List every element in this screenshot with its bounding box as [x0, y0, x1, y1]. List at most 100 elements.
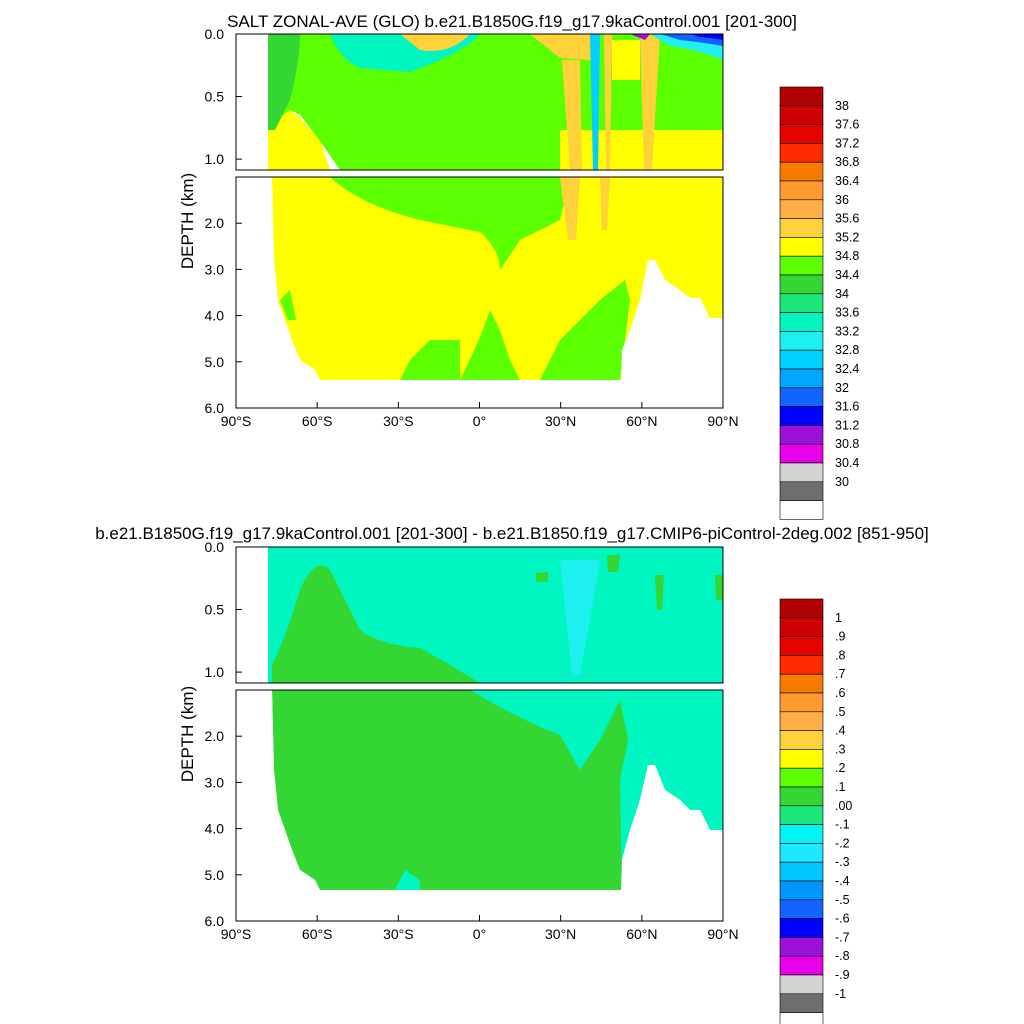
- colorbar-label: 32.8: [835, 343, 859, 357]
- colorbar-swatch: [779, 918, 824, 938]
- colorbar-swatch: [779, 331, 824, 351]
- colorbar-label: 33.2: [835, 324, 859, 338]
- y-tick-label: 1.0: [205, 664, 225, 680]
- colorbar-label: 31.6: [835, 400, 859, 414]
- colorbar-label: 32: [835, 381, 849, 395]
- x-tick-label: 60°N: [626, 926, 657, 942]
- y-tick-label: 2.0: [205, 215, 225, 231]
- colorbar-swatch: [779, 143, 824, 163]
- y-tick-label: 6.0: [205, 400, 225, 416]
- colorbar-swatch: [779, 636, 824, 656]
- colorbar-swatch: [779, 349, 824, 370]
- colorbar-label: 30.4: [835, 456, 859, 470]
- y-tick-label: 0.0: [205, 26, 225, 42]
- colorbar-label: .00: [835, 799, 852, 813]
- colorbar-label: -.3: [835, 855, 850, 869]
- colorbar-swatch: [779, 786, 824, 807]
- y-tick-label: 6.0: [205, 913, 225, 929]
- colorbar-swatch: [779, 387, 824, 407]
- colorbar-label: -.2: [835, 836, 850, 850]
- colorbar-swatch: [779, 937, 824, 957]
- colorbar-label: 36.8: [835, 155, 859, 169]
- colorbar-swatch: [779, 425, 824, 445]
- colorbar-swatch: [779, 673, 824, 694]
- colorbar-swatch: [779, 218, 824, 238]
- x-tick-label: 60°S: [302, 413, 333, 429]
- colorbar-label: 34.4: [835, 268, 859, 282]
- colorbar-swatch: [779, 617, 824, 637]
- colorbar-label: -1: [835, 987, 846, 1001]
- colorbar-label: -.9: [835, 968, 850, 982]
- colorbar-label: -.6: [835, 912, 850, 926]
- colorbar-label: 38: [835, 99, 849, 113]
- y-tick-label: 0.5: [205, 89, 225, 105]
- colorbar-label: 37.6: [835, 118, 859, 132]
- colorbar-label: 33.6: [835, 306, 859, 320]
- colorbar-swatch: [779, 255, 824, 276]
- x-tick-label: 60°S: [302, 926, 333, 942]
- colorbar-swatch: [779, 274, 824, 295]
- x-tick-label: 90°S: [221, 413, 252, 429]
- y-tick-label: 5.0: [205, 867, 225, 883]
- colorbar-swatch: [779, 406, 824, 426]
- colorbar-label: .5: [835, 705, 845, 719]
- colorbar-label: -.8: [835, 949, 850, 963]
- colorbar-swatch: [779, 880, 824, 901]
- colorbar-label: -.4: [835, 874, 850, 888]
- colorbar-swatch: [779, 481, 824, 501]
- colorbar-label: 35.6: [835, 212, 859, 226]
- colorbar-label: 30.8: [835, 437, 859, 451]
- colorbar-swatch: [779, 161, 824, 182]
- panel-1-upper-field: [236, 34, 723, 170]
- colorbar-label: 35.2: [835, 230, 859, 244]
- x-tick-label: 30°S: [383, 413, 414, 429]
- x-tick-label: 30°N: [545, 413, 576, 429]
- colorbar-swatch: [779, 105, 824, 125]
- colorbar-swatch: [779, 749, 824, 769]
- colorbar-label: -.5: [835, 893, 850, 907]
- colorbar-swatch: [779, 824, 824, 844]
- colorbar-swatch: [779, 86, 824, 107]
- colorbar-swatch: [779, 293, 824, 313]
- x-tick-label: 30°N: [545, 926, 576, 942]
- colorbar-swatch: [779, 711, 824, 731]
- colorbar-swatch: [779, 993, 824, 1013]
- x-tick-label: 60°N: [626, 413, 657, 429]
- y-tick-label: 0.0: [205, 539, 225, 555]
- colorbar-swatch: [779, 199, 824, 219]
- y-axis-label: DEPTH (km): [178, 173, 197, 269]
- colorbar-label: 31.2: [835, 418, 859, 432]
- panel-2-lower-field: [236, 690, 723, 921]
- colorbar-swatch: [779, 861, 824, 882]
- colorbar-swatch: [779, 124, 824, 144]
- colorbar-swatch: [779, 692, 824, 713]
- y-tick-label: 4.0: [205, 308, 225, 324]
- panel-1-plot: [235, 33, 724, 409]
- colorbar-swatch: [779, 1012, 824, 1024]
- colorbar-swatch: [779, 730, 824, 750]
- x-tick-label: 90°S: [221, 926, 252, 942]
- y-tick-label: 4.0: [205, 821, 225, 837]
- colorbar-swatch: [779, 312, 824, 332]
- colorbar-label: 34: [835, 287, 849, 301]
- panel-1-lower-field: [236, 177, 723, 408]
- colorbar-swatch: [779, 237, 824, 257]
- colorbar-swatch: [779, 500, 824, 520]
- y-tick-label: 3.0: [205, 774, 225, 790]
- y-tick-label: 5.0: [205, 354, 225, 370]
- colorbar-label: 34.8: [835, 249, 859, 263]
- y-tick-label: 2.0: [205, 728, 225, 744]
- colorbar-swatch: [779, 598, 824, 619]
- x-tick-label: 90°N: [707, 926, 738, 942]
- y-axis-label: DEPTH (km): [178, 686, 197, 782]
- x-tick-label: 0°: [473, 413, 486, 429]
- colorbar-label: -.1: [835, 818, 850, 832]
- colorbar-label: .8: [835, 648, 845, 662]
- colorbar-label: 1: [835, 611, 842, 625]
- colorbar-swatch: [779, 368, 824, 389]
- colorbar-label: .7: [835, 667, 845, 681]
- colorbar-label: .1: [835, 780, 845, 794]
- colorbar-swatch: [779, 805, 824, 825]
- colorbar-swatch: [779, 443, 824, 464]
